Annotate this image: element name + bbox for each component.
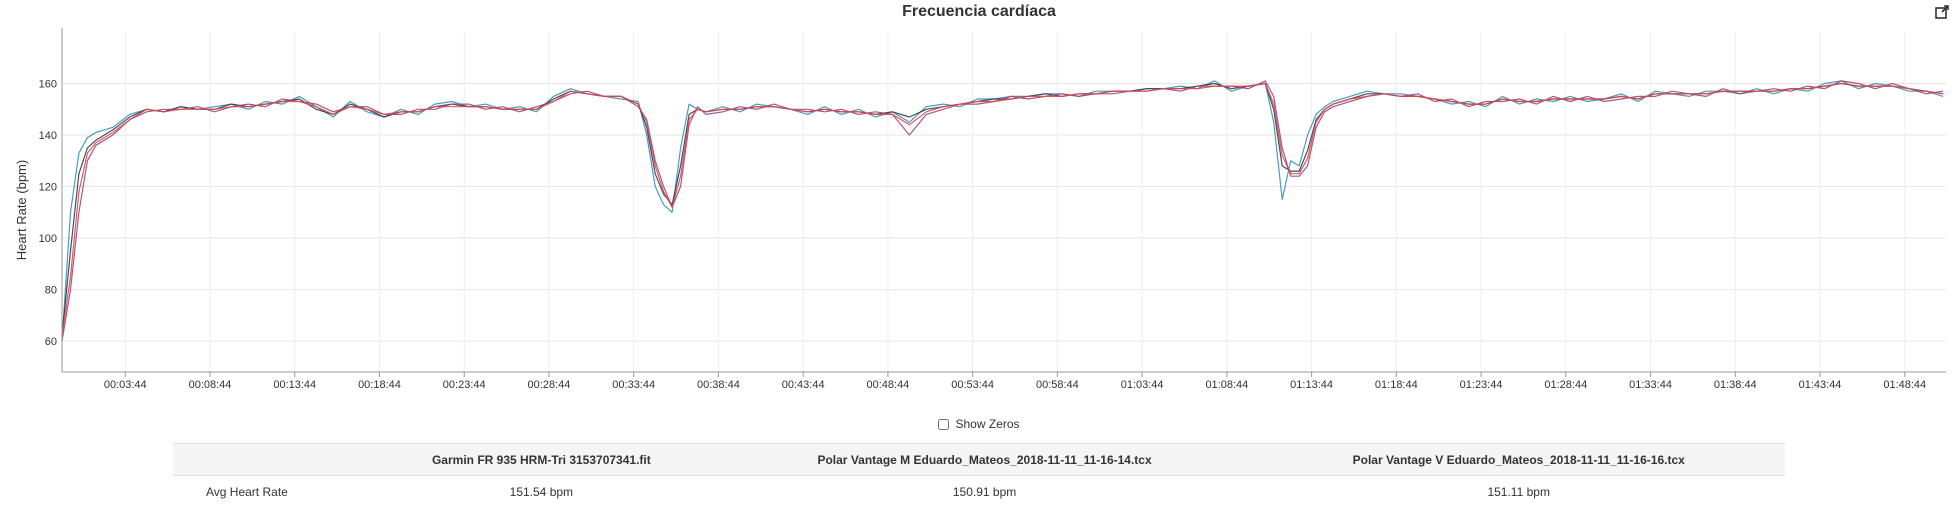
- y-tick-label: 100: [39, 233, 57, 245]
- x-tick-label: 00:03:44: [104, 379, 147, 391]
- y-tick-label: 120: [39, 182, 57, 194]
- grid-layer: [62, 32, 1946, 372]
- series-line-3: [61, 80, 1944, 342]
- show-zeros-control: Show Zeros: [0, 417, 1958, 433]
- x-tick-label: 00:58:44: [1036, 379, 1079, 391]
- table-header-polar-m: Polar Vantage M Eduardo_Mateos_2018-11-1…: [716, 443, 1253, 476]
- chart-title: Frecuencia cardíaca: [902, 3, 1056, 20]
- y-tick-label: 140: [39, 130, 57, 142]
- external-link-icon[interactable]: [1934, 4, 1950, 20]
- y-tick-label: 160: [39, 79, 57, 91]
- x-tick-label: 01:13:44: [1290, 379, 1333, 391]
- axis-layer: 60 80 100 120 140 160 00:03:44 00:08:44 00:13:44…: [39, 28, 1946, 391]
- x-tick-label: 01:48:44: [1883, 379, 1926, 391]
- show-zeros-text: Show Zeros: [955, 417, 1020, 431]
- x-tick-label: 01:18:44: [1375, 379, 1418, 391]
- x-tick-label: 00:13:44: [273, 379, 316, 391]
- x-tick-label: 00:23:44: [443, 379, 486, 391]
- table-header-garmin: Garmin FR 935 HRM-Tri 3153707341.fit: [366, 443, 717, 476]
- cell-garmin-avg: 151.54 bpm: [509, 484, 574, 499]
- x-tick-label: 00:33:44: [612, 379, 655, 391]
- heart-rate-chart: 60 80 100 120 140 160 00:03:44 00:08:44 00:13:44…: [14, 28, 1946, 391]
- x-tick-label: 00:18:44: [358, 379, 401, 391]
- summary-table: Garmin FR 935 HRM-Tri 3153707341.fit Pol…: [173, 443, 1785, 507]
- cell-polar-m-avg: 150.91 bpm: [952, 484, 1017, 499]
- x-tick-label: 00:53:44: [951, 379, 994, 391]
- x-tick-label: 01:33:44: [1629, 379, 1672, 391]
- x-tick-label: 00:48:44: [866, 379, 909, 391]
- y-tick-label: 80: [45, 285, 57, 297]
- x-tick-label: 01:43:44: [1799, 379, 1842, 391]
- table-header-empty: [173, 443, 366, 476]
- table-header-row: Garmin FR 935 HRM-Tri 3153707341.fit Pol…: [173, 443, 1785, 476]
- cell-polar-v-avg: 151.11 bpm: [1487, 484, 1550, 499]
- y-tick-label: 60: [45, 336, 57, 348]
- x-tick-label: 00:43:44: [782, 379, 825, 391]
- show-zeros-label[interactable]: Show Zeros: [938, 417, 1020, 431]
- show-zeros-checkbox[interactable]: [938, 418, 950, 430]
- table-row: Avg Heart Rate 151.54 bpm 150.91 bpm 151…: [173, 476, 1785, 508]
- table-header-polar-v: Polar Vantage V Eduardo_Mateos_2018-11-1…: [1252, 443, 1785, 476]
- y-axis-title: Heart Rate (bpm): [14, 160, 29, 260]
- x-tick-label: 01:38:44: [1714, 379, 1757, 391]
- row-label: Avg Heart Rate: [206, 484, 288, 499]
- series-line-1: [61, 80, 1944, 342]
- x-tick-label: 01:03:44: [1121, 379, 1164, 391]
- x-tick-label: 01:08:44: [1205, 379, 1248, 391]
- x-tick-label: 00:08:44: [189, 379, 232, 391]
- series-line-2: [61, 82, 1944, 336]
- x-tick-label: 00:28:44: [528, 379, 571, 391]
- series-line-4: [61, 82, 1944, 336]
- x-tick-label: 01:28:44: [1544, 379, 1587, 391]
- x-tick-label: 00:38:44: [697, 379, 740, 391]
- series-layer: [61, 80, 1944, 342]
- x-tick-label: 01:23:44: [1460, 379, 1503, 391]
